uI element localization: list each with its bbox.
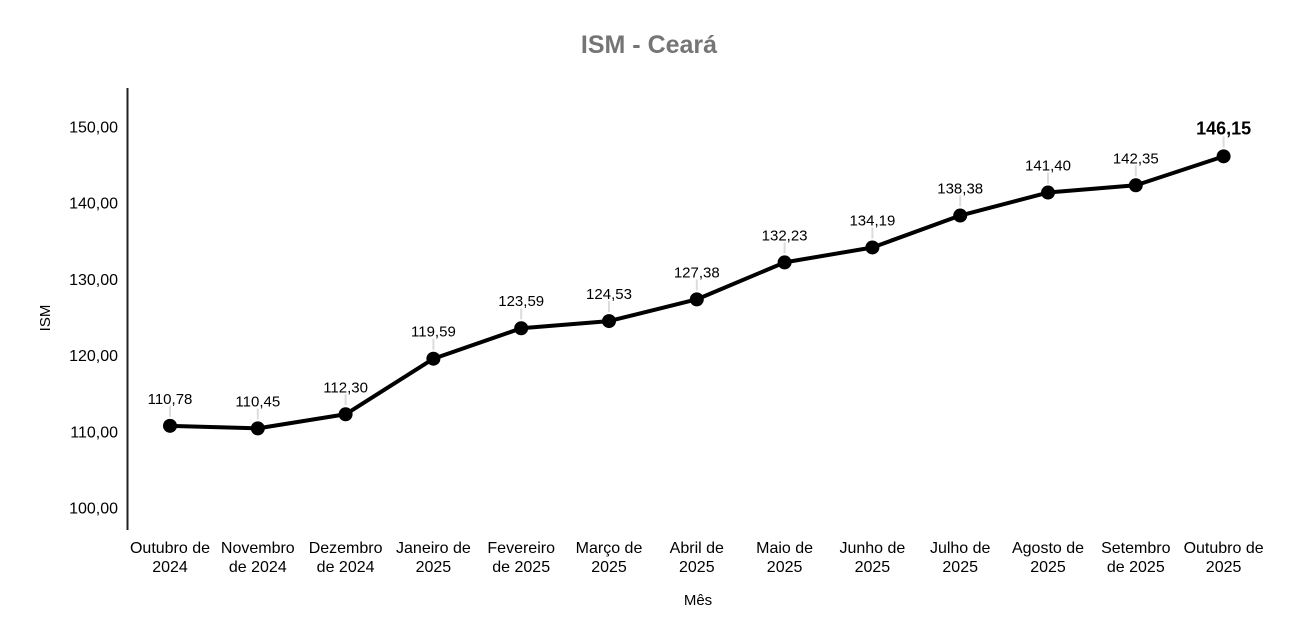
x-tick-label: Novembro de 2024: [221, 540, 295, 576]
chart-title: ISM - Ceará: [580, 31, 718, 59]
data-point: [514, 321, 529, 336]
y-tick-label: 150,00: [69, 120, 118, 137]
x-tick-label: Outubro de 2025: [1184, 540, 1264, 576]
data-point-label: 134,19: [849, 212, 895, 229]
data-point: [602, 314, 616, 329]
data-point-label: 124,53: [586, 286, 632, 303]
x-tick-label: Junho de 2025: [839, 540, 905, 576]
x-tick-label: Julho de 2025: [930, 540, 991, 576]
data-point-label: 146,15: [1196, 118, 1251, 138]
x-tick-label: Março de 2025: [576, 540, 643, 576]
x-tick-label: Agosto de 2025: [1012, 540, 1084, 576]
x-tick-label: Maio de 2025: [756, 540, 813, 576]
data-point: [426, 351, 441, 366]
data-point-label: 112,30: [323, 379, 368, 396]
x-tick-label: Abril de 2025: [670, 540, 724, 576]
x-tick-label: Fevereiro de 2025: [487, 540, 555, 576]
y-tick-label: 100,00: [69, 501, 118, 518]
x-tick-label: Janeiro de 2025: [396, 540, 471, 576]
data-point: [1041, 185, 1055, 200]
y-tick-label: 110,00: [70, 424, 118, 441]
data-point-label: 127,38: [674, 264, 720, 281]
data-point: [163, 418, 177, 433]
data-point: [338, 407, 353, 422]
data-point: [1128, 178, 1143, 193]
data-point: [953, 208, 968, 223]
data-point-label: 142,35: [1113, 150, 1159, 167]
data-point: [250, 421, 265, 436]
data-point-label: 119,59: [411, 324, 456, 341]
x-tick-label: Setembro de 2025: [1101, 540, 1170, 576]
x-tick-label: Outubro de 2024: [130, 540, 210, 576]
data-point-label: 141,40: [1025, 158, 1071, 175]
x-tick-label: Dezembro de 2024: [309, 540, 383, 576]
y-tick-label: 130,00: [69, 272, 118, 289]
data-point-label: 132,23: [762, 227, 808, 244]
data-point-label: 110,78: [148, 391, 193, 408]
data-point: [865, 240, 880, 255]
data-point: [777, 255, 792, 270]
x-axis-title: Mês: [683, 592, 713, 609]
y-tick-label: 120,00: [69, 348, 118, 365]
y-axis-title: ISM: [37, 304, 54, 332]
data-point: [1216, 149, 1231, 164]
data-point-label: 138,38: [937, 181, 983, 198]
data-point-label: 123,59: [498, 293, 544, 310]
y-tick-label: 140,00: [69, 196, 118, 213]
data-point-label: 110,45: [235, 393, 280, 410]
data-point: [689, 292, 704, 307]
